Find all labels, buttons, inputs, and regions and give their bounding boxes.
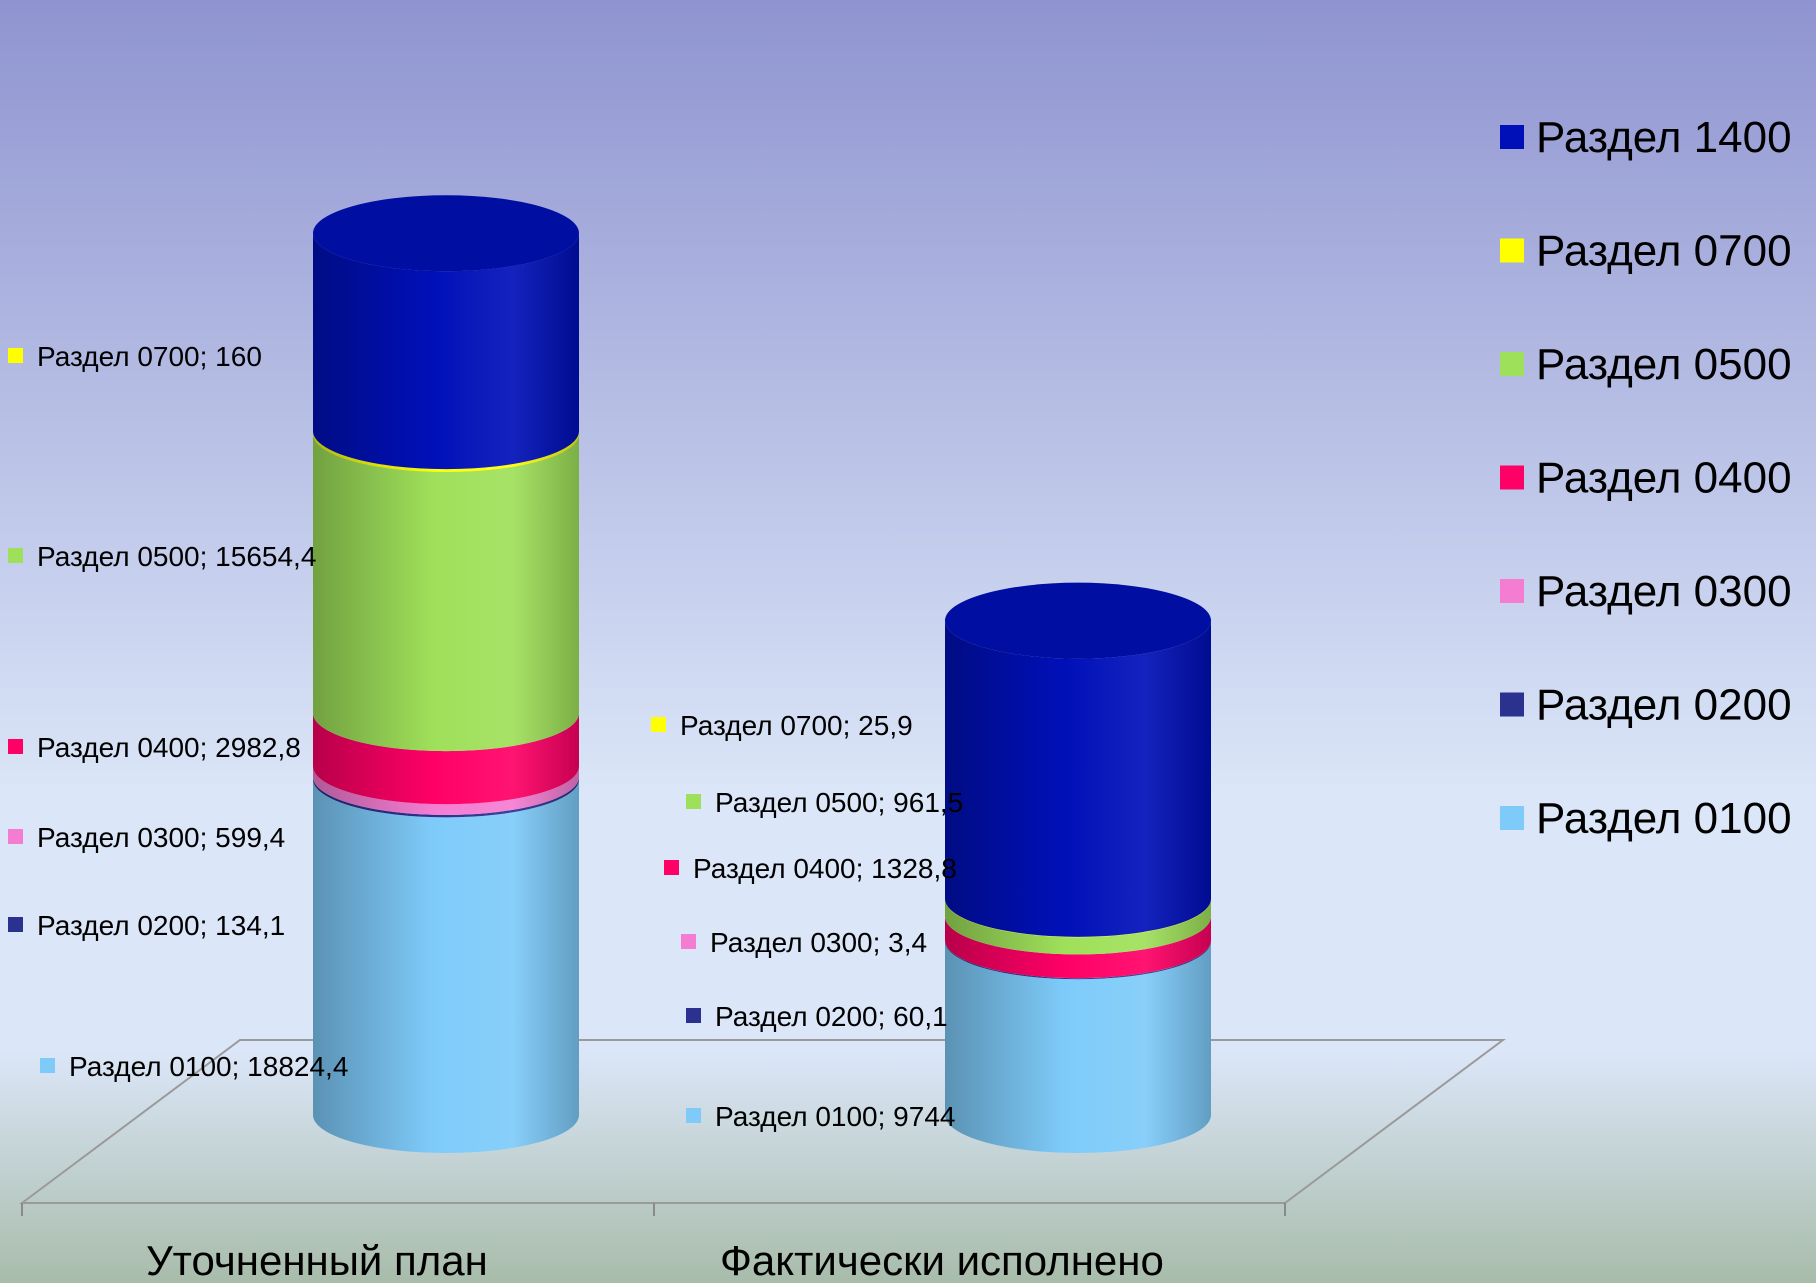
legend-item-раздел-0700[interactable]: Раздел 0700 [1500,227,1792,276]
data-label: Раздел 0100; 9744 [715,1101,955,1132]
data-label: Раздел 0100; 18824,4 [69,1051,348,1082]
data-label-marker [40,1058,55,1073]
legend-label: Раздел 0200 [1536,681,1792,730]
data-label-marker [686,794,701,809]
legend-item-раздел-0100[interactable]: Раздел 0100 [1500,794,1792,843]
legend-label: Раздел 0500 [1536,340,1792,389]
legend-swatch [1500,352,1524,376]
data-label-marker [686,1108,701,1123]
legend-swatch [1500,692,1524,717]
chart-floor [18,1039,1507,1204]
bar-segment-раздел-0300 [313,766,579,815]
cylinder-top-cap [313,195,579,272]
bar-segment-раздел-0100 [313,779,579,1153]
data-label-marker [681,934,696,949]
legend-item-раздел-0400[interactable]: Раздел 0400 [1500,454,1792,503]
cylinder-top-cap [945,582,1211,659]
data-label-marker [8,917,23,932]
legend-item-раздел-1400[interactable]: Раздел 1400 [1500,113,1792,162]
legend-label: Раздел 0400 [1536,454,1792,503]
data-label-marker [8,548,23,563]
bar-segment-раздел-1400 [313,233,579,470]
data-label: Раздел 0500; 961,5 [715,787,963,818]
data-label: Раздел 0500; 15654,4 [37,541,316,572]
legend-label: Раздел 0100 [1536,794,1792,843]
category-label: Фактически исполнено [720,1237,1164,1283]
legend-item-раздел-0500[interactable]: Раздел 0500 [1500,340,1792,389]
bar-segment-раздел-0500 [945,899,1211,955]
legend-swatch [1500,579,1524,603]
legend-swatch [1500,465,1524,490]
legend-item-раздел-0200[interactable]: Раздел 0200 [1500,681,1792,730]
data-label-marker [8,739,23,754]
data-label: Раздел 0400; 1328,8 [693,853,957,884]
legend-label: Раздел 0700 [1536,227,1792,276]
data-label-marker [8,348,23,363]
legend-swatch [1500,806,1524,830]
legend-item-раздел-0300[interactable]: Раздел 0300 [1500,567,1792,616]
data-label-marker [664,860,679,875]
data-label: Раздел 0300; 599,4 [37,822,285,853]
data-label: Раздел 0700; 160 [37,341,262,372]
legend-swatch [1500,238,1524,263]
data-label-marker [651,717,666,732]
data-label: Раздел 0400; 2982,8 [37,732,301,763]
bar-segment-раздел-0400 [945,916,1211,979]
bar-segment-раздел-1400 [945,620,1211,937]
data-label: Раздел 0700; 25,9 [680,710,913,741]
legend-label: Раздел 0300 [1536,567,1792,616]
data-label: Раздел 0200; 134,1 [37,910,285,941]
data-label-marker [8,829,23,844]
bar-segment-раздел-0400 [313,713,579,805]
category-label: Уточненный план [146,1237,488,1283]
bar-segment-раздел-0500 [313,433,579,752]
data-label: Раздел 0300; 3,4 [710,927,927,958]
bar-segment-раздел-0100 [945,941,1211,1153]
data-label: Раздел 0200; 60,1 [715,1001,948,1032]
legend-swatch [1500,125,1524,149]
legend-label: Раздел 1400 [1536,113,1792,162]
cylinder-2 [945,582,1211,1153]
data-label-marker [686,1008,701,1023]
cylinder-1 [313,195,579,1153]
